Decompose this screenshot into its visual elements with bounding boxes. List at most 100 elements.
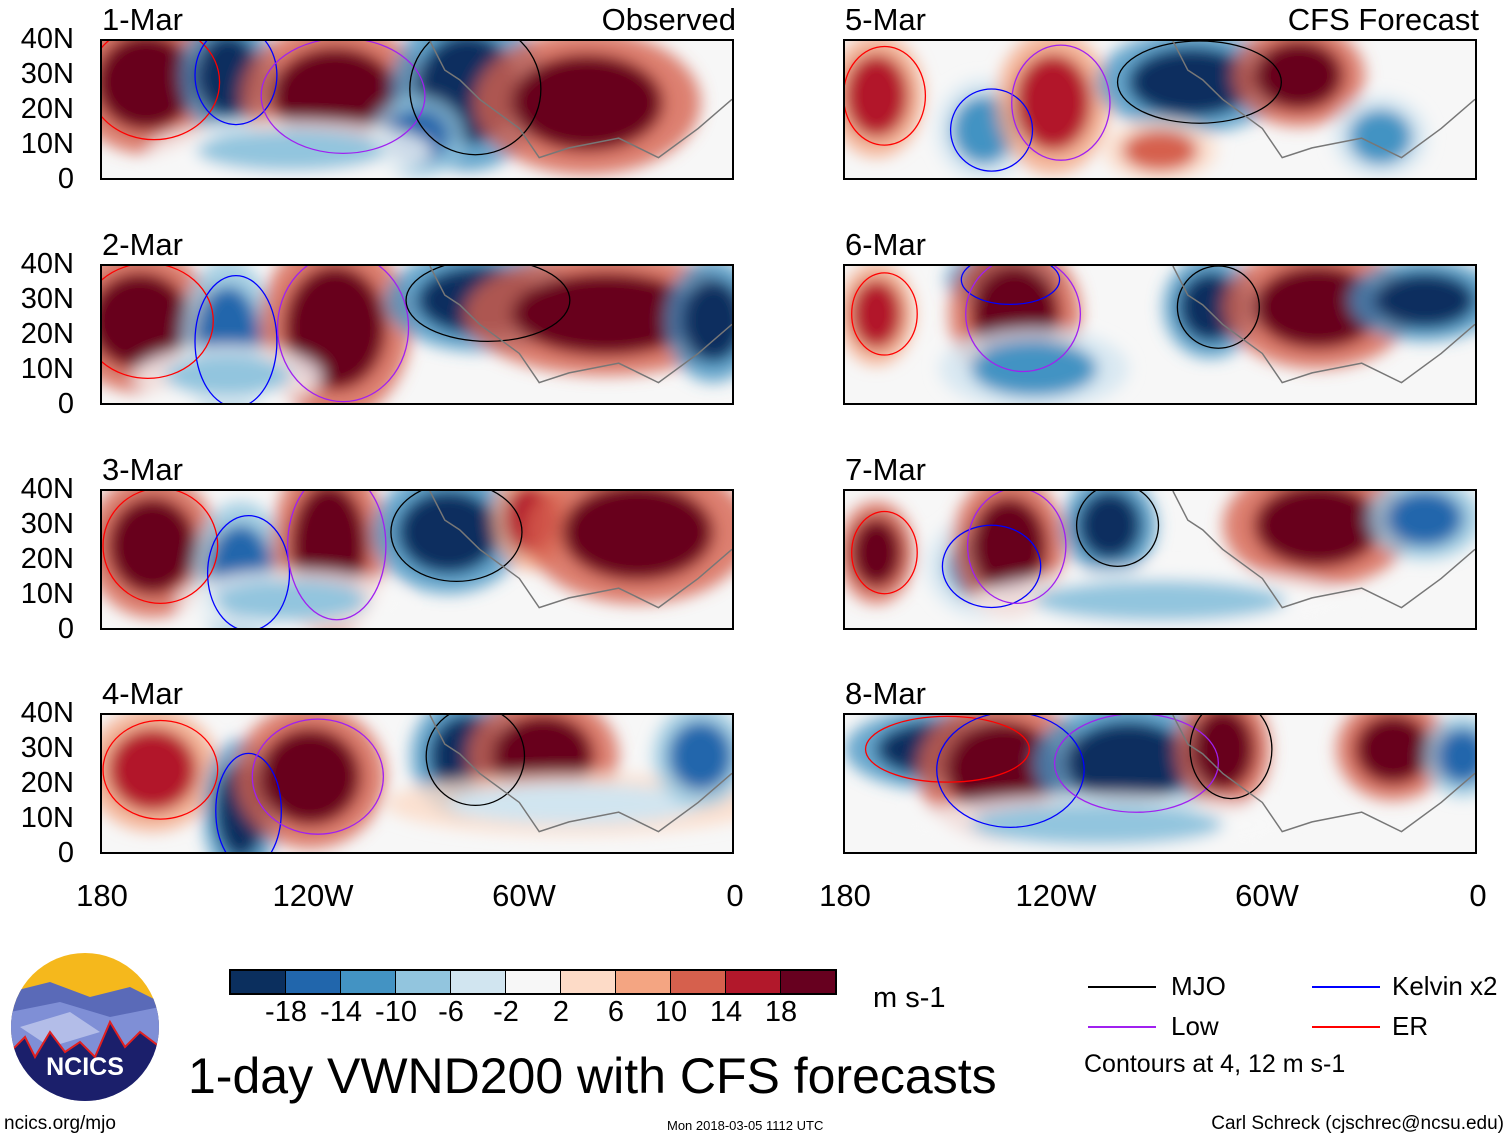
anomaly-core: [1122, 130, 1198, 172]
contour-line: [949, 88, 1034, 172]
anomaly-core: [971, 497, 1047, 594]
anomaly-core: [284, 266, 386, 390]
anomaly-core: [851, 518, 902, 587]
coastline: [429, 41, 732, 159]
contour-line: [851, 510, 918, 595]
colorbar-swatch: [231, 971, 286, 993]
contour-line: [966, 491, 1067, 604]
lat-tick-label: 0: [57, 613, 74, 645]
anomaly-core: [102, 41, 197, 131]
colorbar-swatch: [561, 971, 616, 993]
footer-url[interactable]: ncics.org/mjo: [4, 1113, 116, 1134]
contour-line: [276, 266, 410, 403]
contour-line: [851, 272, 918, 356]
lon-tick-label: 180: [76, 878, 128, 913]
lon-tick-label: 180: [819, 878, 871, 913]
contour-line: [1053, 715, 1219, 813]
lon-tick-label: 0: [726, 878, 744, 913]
colorbar-swatch: [286, 971, 341, 993]
anomaly-core: [1254, 41, 1343, 110]
legend-label-kelvin: Kelvin x2: [1392, 971, 1498, 1001]
anomaly-core: [561, 491, 714, 581]
coastline: [1172, 491, 1475, 609]
anomaly-core: [1254, 491, 1381, 567]
legend-line-low: [1088, 1026, 1156, 1028]
coastline: [429, 266, 732, 384]
footer-author: Carl Schreck (cjschrec@ncsu.edu): [1211, 1113, 1504, 1134]
anomaly-core: [511, 272, 701, 356]
lat-tick-label: 30N: [20, 732, 74, 764]
anomaly-core: [1374, 272, 1475, 328]
anomaly-core: [1349, 109, 1412, 165]
contour-line: [251, 718, 385, 835]
panel-date: 7-Mar: [845, 452, 926, 487]
anomaly-core: [398, 491, 499, 574]
anomaly-core: [1178, 272, 1242, 342]
lat-tick-label: 10N: [20, 802, 74, 834]
legend-label-low: Low: [1171, 1011, 1219, 1041]
lat-tick-label: 0: [57, 837, 74, 869]
colorbar-swatch: [726, 971, 781, 993]
anomaly-core: [851, 279, 902, 349]
contour-line: [102, 266, 214, 379]
lon-tick-label: 120W: [272, 878, 354, 913]
contour-line: [405, 266, 571, 342]
lat-tick-label: 40N: [20, 473, 74, 505]
anomaly-core: [196, 130, 386, 172]
map-panel-7-Mar: [843, 489, 1477, 630]
lat-tick-label: 30N: [20, 283, 74, 315]
panel-date: 3-Mar: [102, 452, 183, 487]
anomaly-core: [102, 272, 191, 369]
contour-line: [845, 45, 927, 146]
legend-line-mjo: [1088, 986, 1156, 988]
contour-line: [286, 491, 387, 621]
colorbar-units: m s-1: [873, 982, 946, 1014]
legend-label-er: ER: [1392, 1011, 1429, 1041]
contour-line: [102, 719, 219, 820]
lat-tick-label: 10N: [20, 353, 74, 385]
contour-line: [206, 515, 291, 628]
colorbar-tick-label: 14: [709, 996, 743, 1028]
anomaly-core: [165, 355, 291, 397]
panel-date: 6-Mar: [845, 227, 926, 262]
coastline: [1172, 715, 1475, 833]
contour-line: [260, 41, 426, 154]
ncics-logo: NCICS: [11, 953, 159, 1101]
legend-label-mjo: MJO: [1171, 971, 1226, 1001]
colorbar-swatch: [781, 971, 835, 993]
anomaly-core: [1437, 728, 1475, 784]
anomaly-core: [511, 54, 663, 151]
colorbar-tick-label: -18: [265, 996, 307, 1028]
panel-date: 5-Mar: [845, 2, 926, 37]
lon-tick-label: 60W: [492, 878, 556, 913]
lat-tick-label: 10N: [20, 128, 74, 160]
contour-line: [1116, 41, 1282, 124]
anomaly-core: [108, 497, 197, 594]
anomaly-core: [1355, 715, 1431, 784]
lat-tick-label: 20N: [20, 767, 74, 799]
map-panel-6-Mar: [843, 264, 1477, 405]
anomaly-core: [1386, 491, 1463, 546]
contour-line: [965, 266, 1082, 373]
anomaly-core: [1254, 266, 1381, 349]
map-panel-3-Mar: [100, 489, 734, 630]
colorbar-swatch: [506, 971, 561, 993]
lon-tick-label: 120W: [1015, 878, 1097, 913]
contour-line: [1189, 715, 1273, 800]
anomaly-core: [971, 341, 1097, 397]
anomaly-core: [259, 728, 361, 825]
lat-tick-label: 40N: [20, 697, 74, 729]
colorbar-swatch: [671, 971, 726, 993]
colorbar-tick-label: 6: [607, 996, 625, 1028]
lat-tick-label: 0: [57, 163, 74, 195]
contour-line: [864, 715, 1030, 783]
anomaly-core: [1065, 721, 1192, 805]
anomaly-core: [108, 728, 197, 811]
contour-line: [425, 715, 526, 807]
contour-line: [1011, 44, 1111, 161]
colorbar: [229, 969, 837, 995]
contour-line: [960, 266, 1061, 305]
anomaly-core: [1034, 580, 1286, 622]
contour-line: [102, 491, 219, 604]
anomaly-core: [1078, 491, 1142, 560]
